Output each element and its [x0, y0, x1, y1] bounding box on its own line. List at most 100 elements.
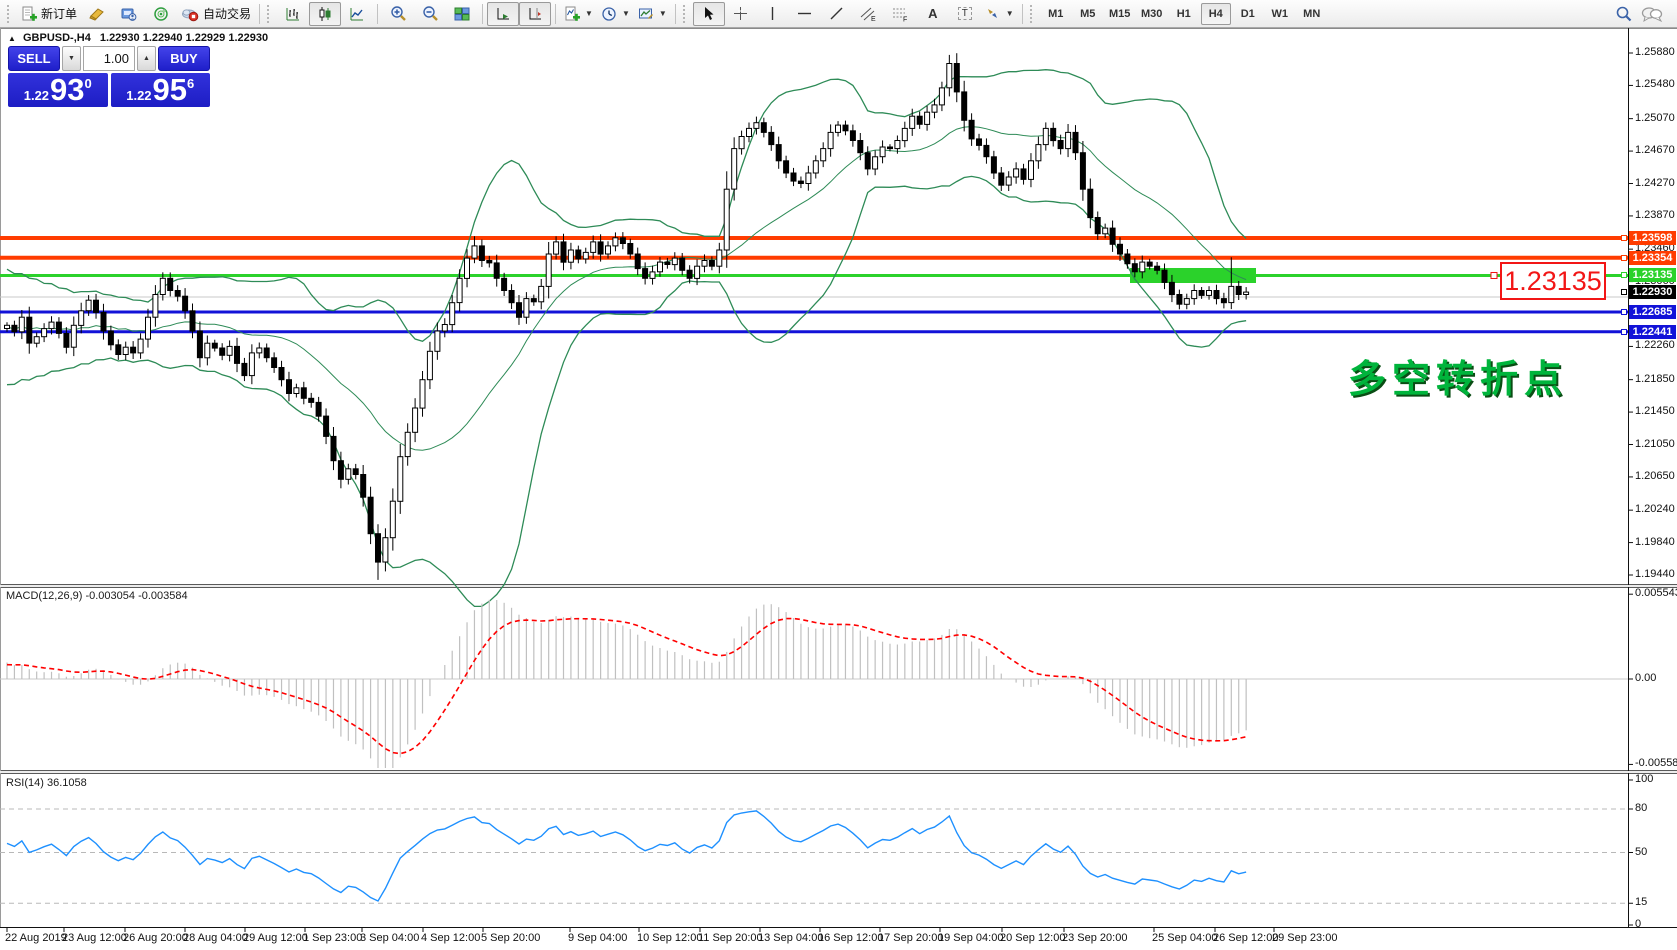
line-handle[interactable]: [1621, 234, 1627, 241]
new-order-button[interactable]: 新订单: [17, 2, 81, 26]
zoom-in-icon: [390, 6, 406, 21]
candlestick-chart-button[interactable]: [309, 1, 342, 26]
price-tick-label: 1.19840: [1635, 535, 1675, 548]
time-axis-label: 17 Sep 20:00: [878, 932, 944, 944]
toolbar-separator: [555, 3, 557, 24]
macd-tick-label: 0.005543: [1635, 587, 1677, 600]
text-tool-button[interactable]: A: [917, 2, 949, 26]
auto-scroll-icon: [497, 7, 510, 19]
time-axis-label: 5 Sep 20:00: [481, 932, 541, 944]
rsi-tick-label: 50: [1635, 845, 1648, 858]
zoom-in-button[interactable]: [382, 2, 414, 26]
time-axis-label: 11 Sep 20:00: [698, 932, 763, 944]
autotrading-button[interactable]: 自动交易: [177, 2, 255, 26]
turning-point-note[interactable]: 多空转折点: [1348, 359, 1569, 401]
volume-input[interactable]: [83, 46, 135, 71]
templates-button[interactable]: ▼: [634, 2, 671, 26]
time-axis-label: 3 Sep 04:00: [360, 932, 420, 944]
vertical-line-button[interactable]: [757, 2, 789, 26]
macd-tick-label: -0.005583: [1635, 757, 1677, 770]
text-tool-icon: A: [928, 6, 938, 21]
channel-button[interactable]: E: [853, 2, 885, 26]
volume-increase-button[interactable]: ▲: [137, 46, 156, 71]
indicators-button[interactable]: ▼: [560, 2, 597, 26]
toolbar-grip[interactable]: [1029, 4, 1037, 23]
toolbar-separator: [259, 3, 261, 24]
timeframe-button-h4[interactable]: H4: [1200, 2, 1231, 25]
line-chart-button[interactable]: [341, 2, 373, 26]
price-tick-label: 1.23870: [1635, 208, 1675, 221]
timeframe-button-d1[interactable]: D1: [1240, 7, 1255, 20]
bar-chart-button[interactable]: [277, 2, 309, 26]
timeframe-button-mn[interactable]: MN: [1303, 7, 1321, 20]
time-axis-label: 25 Sep 04:00: [1152, 932, 1218, 944]
time-axis-label: 23 Aug 12:00: [62, 932, 127, 944]
zoom-out-button[interactable]: [414, 2, 446, 26]
search-icon[interactable]: [1615, 5, 1633, 23]
toolbar-separator: [674, 3, 676, 24]
toolbar-grip[interactable]: [682, 4, 690, 23]
time-axis-label: 16 Sep 12:00: [818, 932, 884, 944]
trendline-button[interactable]: [821, 2, 853, 26]
toolbar-group-charttype: [277, 1, 373, 27]
autotrading-icon: [182, 8, 199, 21]
text-label-button[interactable]: T: [949, 2, 981, 26]
timeframe-button-h1[interactable]: H1: [1176, 7, 1191, 20]
buy-button[interactable]: BUY: [158, 46, 210, 71]
price-tick-label: 1.25480: [1635, 78, 1675, 91]
candles: [4, 53, 1250, 580]
cursor-button[interactable]: [692, 1, 725, 26]
zoom-out-icon: [422, 6, 438, 21]
autotrading-label: 自动交易: [203, 7, 252, 21]
sell-button[interactable]: SELL: [8, 46, 60, 71]
tile-windows-button[interactable]: [446, 2, 478, 26]
timeframe-button-m30[interactable]: M30: [1141, 7, 1163, 20]
time-axis-label: 29 Aug 12:00: [243, 932, 308, 944]
price-tick-label: 1.21850: [1635, 372, 1675, 385]
line-handle[interactable]: [1621, 328, 1627, 335]
volume-decrease-button[interactable]: ▼: [62, 46, 81, 71]
line-handle[interactable]: [1621, 289, 1627, 296]
crosshair-button[interactable]: [725, 2, 757, 26]
candlestick-chart-icon: [319, 6, 331, 21]
sell-price-pips: 93: [50, 72, 85, 107]
toolbar-grip[interactable]: [7, 4, 14, 23]
fibonacci-button[interactable]: F: [885, 2, 917, 26]
time-axis-label: 26 Aug 20:00: [123, 932, 188, 944]
market-watch-icon: [121, 8, 137, 21]
auto-scroll-button[interactable]: [487, 1, 520, 26]
svg-text:E: E: [871, 16, 876, 22]
line-handle[interactable]: [1621, 254, 1627, 261]
line-handle[interactable]: [1621, 272, 1627, 279]
time-axis-label: 4 Sep 12:00: [421, 932, 481, 944]
price-tick-label: 1.24670: [1635, 144, 1675, 157]
timeframe-button-w1[interactable]: W1: [1271, 7, 1288, 20]
chat-icon[interactable]: [1641, 5, 1663, 23]
tile-windows-icon: [454, 7, 470, 20]
metaeditor-icon: [89, 7, 104, 21]
price-annotation-box[interactable]: 1.23135: [1500, 262, 1606, 300]
market-watch-button[interactable]: [113, 2, 145, 26]
timeframe-button-m15[interactable]: M15: [1109, 7, 1131, 20]
signals-button[interactable]: [145, 2, 177, 26]
sell-price-box[interactable]: 1.22 93 0: [8, 73, 108, 107]
fibonacci-icon: F: [893, 8, 908, 22]
buy-price-pips: 95: [152, 72, 188, 107]
price-tick-label: 1.21050: [1635, 437, 1675, 450]
buy-price-box[interactable]: 1.22 95 6: [110, 72, 210, 107]
periods-button[interactable]: ▼: [597, 2, 634, 26]
toolbar-group-drawing: E F A T ▼: [692, 1, 1018, 27]
chart-shift-button[interactable]: [519, 1, 552, 26]
rsi-tick-label: 15: [1635, 896, 1648, 909]
metaeditor-button[interactable]: [81, 2, 113, 26]
dropdown-arrow-icon: ▼: [658, 9, 667, 18]
sell-price-figure: 1.22: [23, 88, 50, 103]
line-handle[interactable]: [1621, 308, 1627, 315]
horizontal-line-button[interactable]: [789, 2, 821, 26]
timeframe-button-m5[interactable]: M5: [1080, 7, 1096, 20]
timeframe-button-m1[interactable]: M1: [1048, 7, 1064, 20]
arrows-tool-button[interactable]: ▼: [981, 2, 1018, 26]
collapse-trade-panel-icon[interactable]: ▲: [8, 34, 16, 43]
toolbar-grip[interactable]: [267, 4, 274, 23]
